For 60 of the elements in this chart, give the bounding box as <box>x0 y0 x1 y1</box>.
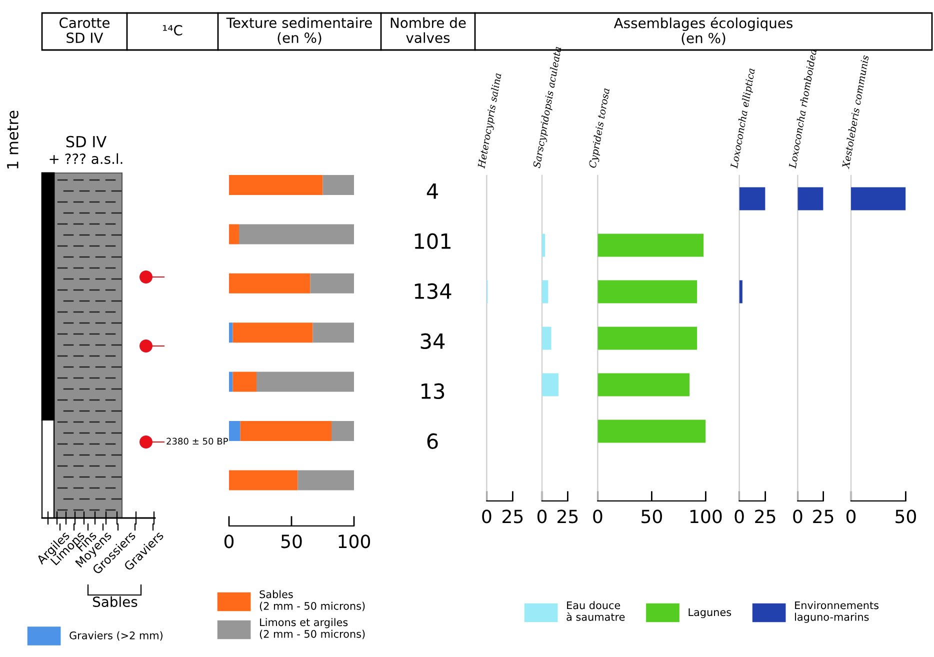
legend-label: Sables (2 mm - 50 microns) <box>260 590 365 612</box>
bar <box>229 470 298 490</box>
data-label: 6 <box>427 433 438 450</box>
x-tick-label: 0 <box>537 510 547 524</box>
text: + ??? a.s.l. <box>50 153 122 164</box>
bar <box>542 234 546 257</box>
text: 1 metre <box>7 110 18 168</box>
bar <box>232 322 313 343</box>
bar <box>332 421 354 441</box>
text: Carotte SD IV <box>60 18 110 44</box>
x-tick-label: 25 <box>813 510 834 524</box>
bar <box>298 470 354 490</box>
data-label: 13 <box>422 383 444 400</box>
bar <box>229 224 239 244</box>
data-label: 101 <box>414 233 450 250</box>
bar <box>542 373 558 396</box>
bar <box>312 322 354 343</box>
bar <box>240 421 332 441</box>
bar <box>256 372 354 392</box>
legend-label: Eau douce à saumatre <box>566 601 625 621</box>
legend-label: Limons et argiles (2 mm - 50 microns) <box>260 618 365 640</box>
x-tick-label: 0 <box>734 510 744 524</box>
text: Nombre de valves <box>390 17 466 44</box>
chart-title: Cyprideis torosa <box>588 88 612 168</box>
x-tick-label: 50 <box>896 510 916 524</box>
bar <box>310 273 354 294</box>
x-tick-label: 0 <box>224 534 234 548</box>
text: Sables <box>93 596 138 608</box>
x-tick-label: 0 <box>793 510 802 524</box>
bar <box>229 322 233 343</box>
x-tick-label: 0 <box>846 510 856 524</box>
text: ¹⁴C <box>163 25 182 36</box>
x-tick-label: 100 <box>690 510 722 524</box>
x-tick-label: 0 <box>482 510 492 524</box>
text: Texture sedimentaire (en %) <box>226 17 372 45</box>
x-tick-label: 50 <box>642 510 662 524</box>
bar <box>542 280 548 304</box>
bar <box>232 372 256 392</box>
legend-label: Environnements laguno-marins <box>795 601 878 623</box>
x-tick-label: 25 <box>558 510 578 524</box>
bar <box>542 326 552 350</box>
bar <box>229 175 323 195</box>
x-tick-label: 25 <box>502 510 523 524</box>
x-tick-label: 100 <box>338 534 370 548</box>
text: SD IV <box>66 136 107 148</box>
text: Assemblages écologiques (en %) <box>614 16 792 45</box>
text: 2380 ± 50 BP <box>166 438 228 445</box>
bar <box>322 175 354 195</box>
bar <box>229 273 310 294</box>
data-label: 134 <box>414 283 452 300</box>
data-label: 4 <box>426 184 438 199</box>
x-tick-label: 0 <box>593 510 602 524</box>
bar <box>239 224 354 244</box>
x-tick-label: 50 <box>281 534 302 548</box>
data-label: 34 <box>420 333 445 350</box>
legend-label: Lagunes <box>688 608 732 618</box>
x-tick-label: 25 <box>755 510 776 524</box>
bar <box>229 372 233 392</box>
bar <box>229 421 240 441</box>
legend-label: Graviers (>2 mm) <box>70 631 162 641</box>
